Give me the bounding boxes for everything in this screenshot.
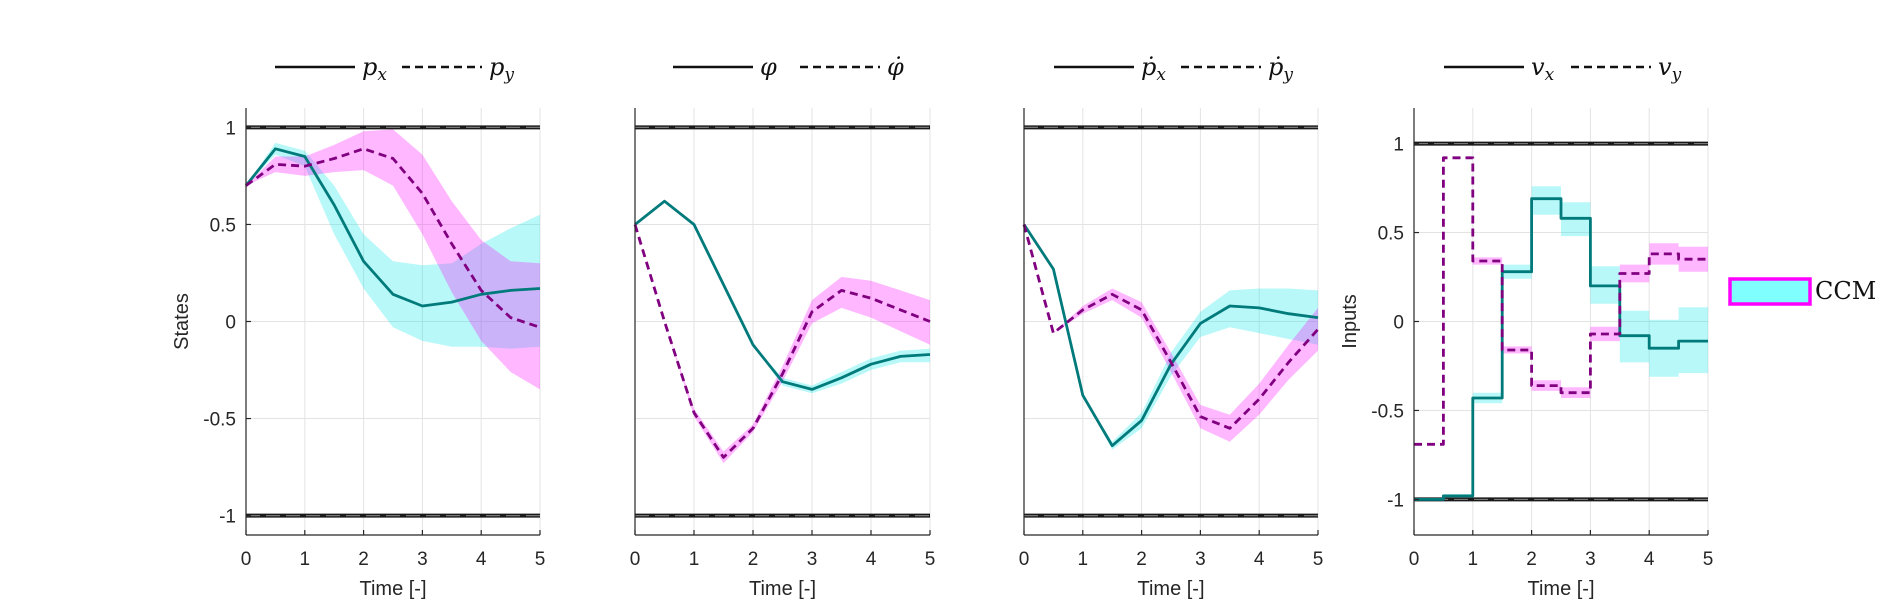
series-legend: vx vy [1444, 53, 1682, 85]
y-tick-label: 0 [1393, 313, 1404, 334]
series-line-p_y [245, 147, 541, 329]
series-line-phi [634, 199, 931, 391]
x-tick-label: 1 [689, 549, 700, 570]
y-axis-label: Inputs [1339, 294, 1361, 348]
chart-panel-1: 0 1 2 3 4 5 1 0.5 0 -0.5 -1 Time [-] States px py [171, 53, 545, 600]
x-tick-label: 4 [476, 549, 487, 570]
y-tick-label: 0 [225, 313, 236, 334]
x-tick-label: 2 [1526, 549, 1537, 570]
series-line-v_y [1414, 156, 1708, 446]
y-tick-label: -1 [219, 507, 236, 528]
legend-label-phi: φ [760, 53, 777, 81]
chart-panel-3: 0 1 2 3 4 5 Time [-] ṗx ṗy [1019, 53, 1324, 600]
x-tick-label: 5 [1703, 549, 1714, 570]
y-tick-label: -0.5 [1371, 401, 1404, 422]
ccm-legend-label: CCM [1815, 277, 1876, 305]
x-tick-label: 1 [1468, 549, 1479, 570]
x-tick-label: 2 [358, 549, 369, 570]
x-axis-label: Time [-] [359, 578, 426, 600]
x-tick-label: 4 [1644, 549, 1655, 570]
uncertainty-band-phi_dot [635, 224, 930, 464]
series-line-v_x [1414, 197, 1708, 501]
x-axis-label: Time [-] [1527, 578, 1594, 600]
series-line-phi_dot [633, 224, 931, 459]
uncertainty-band-v_x [1414, 186, 1708, 500]
x-tick-label: 2 [1136, 549, 1147, 570]
series-line-p_y_dot [1022, 224, 1320, 430]
y-tick-label: 0.5 [210, 215, 236, 236]
legend-label-v_x: vx [1531, 53, 1555, 85]
x-tick-label: 4 [1254, 549, 1265, 570]
y-tick-label: 0.5 [1378, 224, 1404, 245]
x-tick-label: 3 [1195, 549, 1206, 570]
x-tick-label: 3 [417, 549, 428, 570]
chart-panel-4: 0 1 2 3 4 5 1 0.5 0 -0.5 -1 Time [-] Inputs vx vy [1339, 53, 1713, 600]
x-tick-label: 0 [630, 549, 641, 570]
y-tick-label: -0.5 [203, 410, 236, 431]
chart-panel-2: 0 1 2 3 4 5 Time [-] φ φ̇ [630, 53, 936, 600]
x-tick-label: 3 [1585, 549, 1596, 570]
uncertainty-band-p_y [246, 129, 540, 390]
y-tick-label: 1 [225, 118, 236, 139]
uncertainty-band-v_y [1414, 157, 1708, 445]
side-legend: CCM [1728, 277, 1876, 306]
legend-label-p_y_dot: ṗy [1268, 53, 1293, 85]
x-tick-label: 0 [241, 549, 252, 570]
legend-label-p_x_dot: ṗx [1141, 53, 1166, 85]
y-tick-label: 1 [1393, 135, 1404, 156]
series-legend: px py [275, 53, 514, 85]
x-tick-label: 2 [748, 549, 759, 570]
x-tick-label: 0 [1019, 549, 1030, 570]
legend-label-v_y: vy [1658, 53, 1682, 85]
x-tick-label: 5 [535, 549, 546, 570]
x-tick-label: 3 [807, 549, 818, 570]
x-tick-label: 5 [925, 549, 936, 570]
x-tick-label: 1 [1078, 549, 1089, 570]
x-tick-label: 1 [300, 549, 311, 570]
legend-label-phi_dot: φ̇ [887, 53, 904, 81]
x-axis-label: Time [-] [1137, 578, 1204, 600]
series-line-p_x [244, 147, 541, 308]
x-axis-label: Time [-] [749, 578, 816, 600]
legend-label-p_y: py [489, 53, 514, 85]
series-legend: ṗx ṗy [1054, 53, 1293, 85]
x-tick-label: 4 [866, 549, 877, 570]
ccm-legend-swatch [1728, 277, 1812, 306]
series-legend: φ φ̇ [673, 53, 904, 81]
x-tick-label: 0 [1409, 549, 1420, 570]
legend-label-p_x: px [362, 53, 387, 85]
x-tick-label: 5 [1313, 549, 1324, 570]
y-axis-label: States [171, 293, 193, 350]
y-tick-label: -1 [1387, 490, 1404, 511]
